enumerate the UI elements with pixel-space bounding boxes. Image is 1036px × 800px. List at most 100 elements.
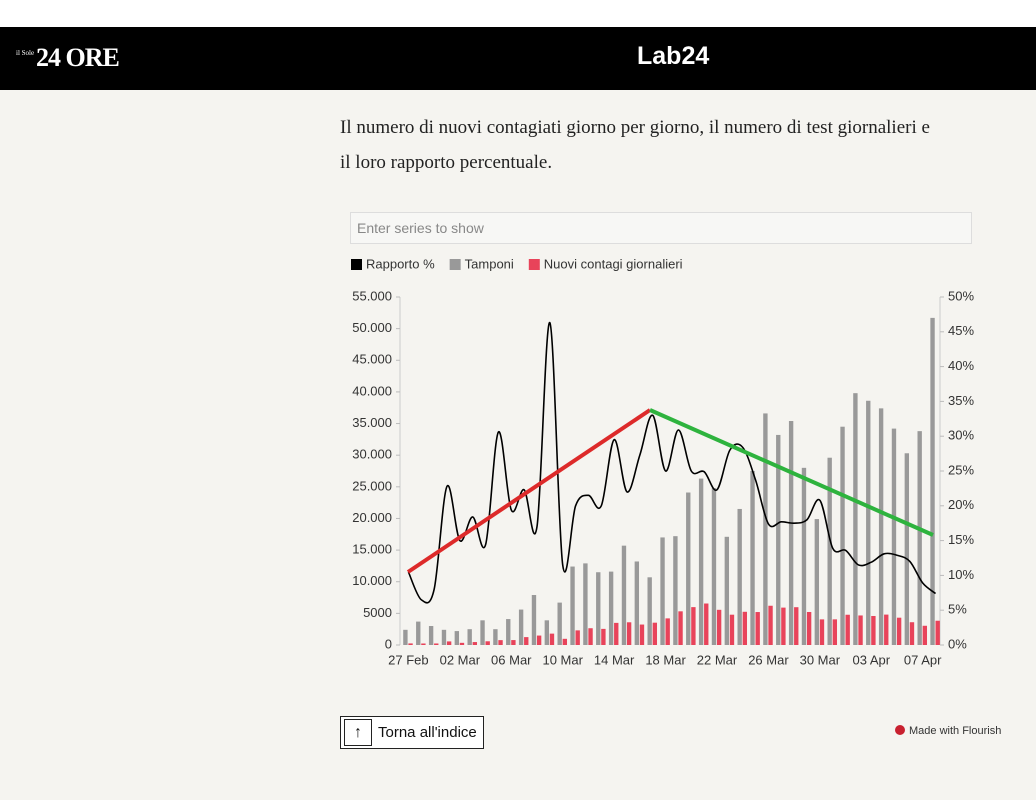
bar	[621, 545, 627, 645]
intro-text: Il numero di nuovi contagiati giorno per…	[340, 117, 930, 173]
legend-swatch	[351, 259, 362, 270]
bar	[801, 467, 807, 645]
y-tick-label: 20.000	[352, 510, 392, 525]
bar	[524, 637, 529, 645]
credit[interactable]: Made with Flourish	[895, 725, 1001, 737]
bar	[454, 631, 460, 645]
bar	[935, 620, 940, 645]
bar	[665, 618, 670, 645]
bar	[647, 577, 652, 645]
bar	[904, 453, 910, 645]
bar	[794, 607, 799, 645]
legend-label: Rapporto %	[366, 256, 435, 271]
bar	[441, 629, 447, 645]
back-label: Torna all'indice	[378, 724, 477, 741]
y-tick-label: 25.000	[352, 478, 392, 493]
bar	[434, 643, 439, 645]
bar	[909, 622, 915, 645]
bar	[691, 607, 696, 645]
bar	[531, 595, 537, 645]
bar	[416, 621, 421, 645]
bar	[511, 640, 516, 645]
y2-tick-label: 0%	[948, 636, 967, 651]
y2-tick-label: 20%	[948, 497, 974, 512]
y2-tick-label: 40%	[948, 358, 974, 373]
y-tick-label: 0	[385, 636, 392, 651]
bar	[421, 643, 426, 645]
bar	[493, 629, 498, 645]
bar	[583, 563, 588, 645]
bar	[686, 492, 691, 645]
y2-tick-label: 30%	[948, 428, 974, 443]
x-tick-label: 06 Mar	[491, 652, 532, 667]
bar	[930, 317, 935, 645]
x-tick-label: 07 Apr	[904, 652, 942, 667]
bar	[845, 614, 850, 645]
trend-up	[406, 408, 652, 574]
bar	[884, 614, 889, 645]
x-tick-label: 10 Mar	[542, 652, 583, 667]
bar	[755, 612, 760, 645]
bar	[678, 611, 683, 645]
bar	[704, 603, 709, 645]
y2-tick-label: 45%	[948, 323, 974, 338]
bar	[652, 622, 658, 645]
bar	[840, 426, 845, 645]
bar	[472, 642, 478, 645]
bar	[403, 629, 408, 645]
bar	[724, 536, 730, 645]
bar	[917, 431, 922, 645]
y2-tick-label: 15%	[948, 532, 974, 547]
x-tick-label: 22 Mar	[697, 652, 738, 667]
y-tick-label: 5000	[363, 605, 392, 620]
bar	[634, 561, 640, 645]
trend-down	[649, 408, 934, 537]
bar	[626, 622, 632, 645]
bar	[498, 640, 503, 645]
y-tick-label: 35.000	[352, 415, 392, 430]
series-search[interactable]: Enter series to show	[350, 212, 972, 244]
bar	[575, 630, 580, 645]
header: il Sole 24 ORE Lab24	[0, 27, 1036, 90]
bar	[922, 625, 928, 645]
brand[interactable]: Lab24	[637, 42, 710, 70]
bar	[781, 607, 786, 645]
back-button[interactable]: ↑ Torna all'indice	[340, 716, 484, 749]
bar	[408, 643, 413, 645]
bar	[788, 421, 794, 645]
bar	[896, 617, 902, 645]
y-tick-label: 45.000	[352, 352, 392, 367]
bar	[827, 457, 832, 645]
y2-tick-label: 25%	[948, 462, 974, 477]
bar	[544, 620, 550, 645]
bar	[819, 619, 825, 645]
bar	[570, 566, 575, 645]
bar	[866, 400, 871, 645]
bar	[858, 615, 863, 645]
bar	[711, 488, 717, 645]
bar	[729, 614, 735, 645]
bar	[588, 628, 593, 645]
bar	[806, 611, 812, 645]
bar	[614, 622, 619, 645]
bar	[878, 408, 884, 645]
x-tick-label: 27 Feb	[388, 652, 428, 667]
bar	[608, 571, 614, 645]
arrow-icon: ↑	[344, 719, 372, 746]
bar	[596, 572, 601, 645]
bar	[506, 619, 511, 645]
y2-tick-label: 50%	[948, 288, 974, 303]
bar	[814, 519, 820, 645]
bar	[536, 635, 542, 645]
bar	[716, 609, 722, 645]
x-tick-label: 18 Mar	[645, 652, 686, 667]
bar	[549, 633, 555, 645]
x-tick-label: 02 Mar	[440, 652, 481, 667]
y-tick-label: 50.000	[352, 320, 392, 335]
y2-tick-label: 35%	[948, 393, 974, 408]
y-tick-label: 10.000	[352, 573, 392, 588]
bar	[832, 619, 838, 645]
bar	[776, 434, 781, 645]
logo[interactable]: 24 ORE	[36, 43, 120, 72]
